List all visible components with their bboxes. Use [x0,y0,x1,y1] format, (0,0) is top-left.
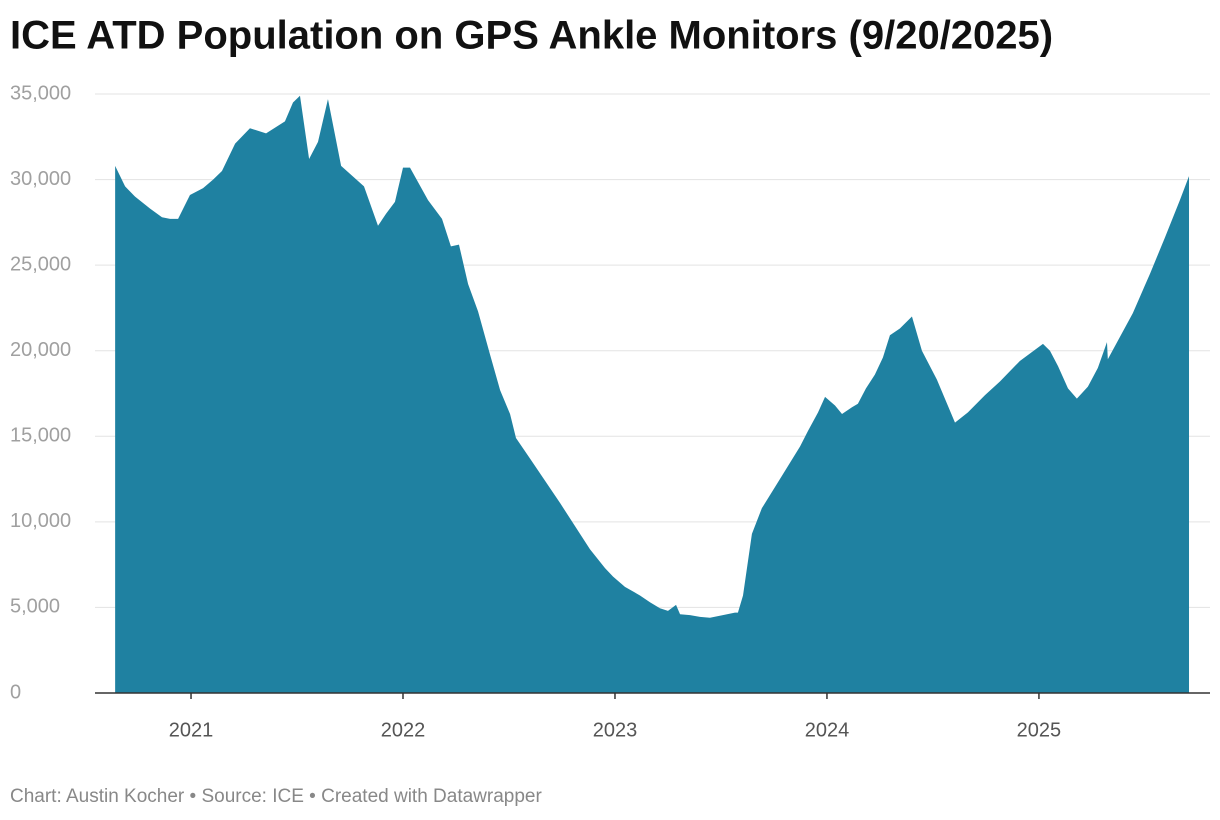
chart-title: ICE ATD Population on GPS Ankle Monitors… [10,14,1053,58]
x-tick-label: 2025 [1017,719,1062,741]
y-tick-label: 30,000 [10,168,71,190]
x-tick-label: 2022 [381,719,426,741]
y-tick-label: 5,000 [10,596,60,618]
footer: Chart: Austin Kocher • Source: ICE • Cre… [10,786,542,807]
x-tick-label: 2021 [169,719,214,741]
y-tick-label: 25,000 [10,253,71,275]
y-tick-label: 0 [10,681,21,703]
area [115,95,1190,693]
x-tick-label: 2024 [805,719,850,741]
y-tick-label: 10,000 [10,510,71,532]
y-tick-label: 20,000 [10,339,71,361]
y-tick-label: 15,000 [10,425,71,447]
y-tick-label: 35,000 [10,82,71,104]
x-tick-label: 2023 [593,719,638,741]
